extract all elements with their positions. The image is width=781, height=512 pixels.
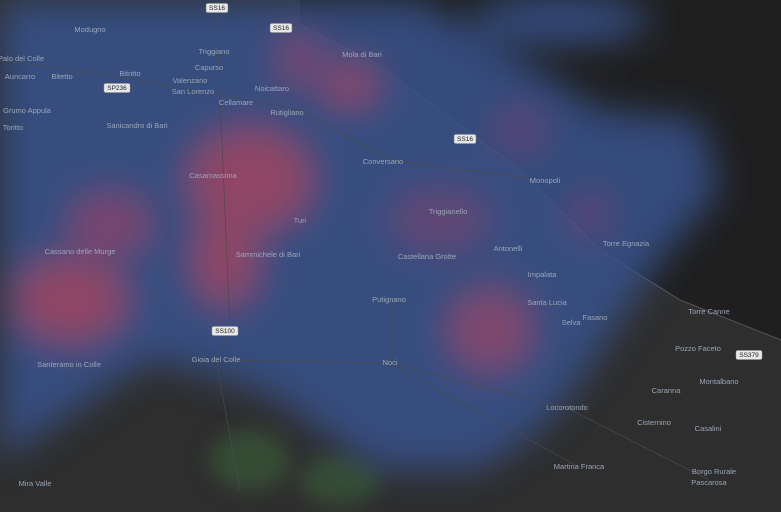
place-label: Pascarosa xyxy=(691,478,727,487)
shield-label: SS379 xyxy=(739,352,759,359)
place-label: Turi xyxy=(294,216,307,225)
place-label: Caranna xyxy=(652,386,682,395)
place-label: Sanicandro di Bari xyxy=(106,121,168,130)
place-label: Borgo Rurale xyxy=(692,467,736,476)
place-label: Santeramo in Colle xyxy=(37,360,101,369)
shield-box xyxy=(453,134,477,144)
shield-box xyxy=(735,350,763,360)
place-label: Modugno xyxy=(74,25,105,34)
place-label: Selva xyxy=(562,318,582,327)
road-shield: SS379 xyxy=(735,350,763,360)
heatmap xyxy=(0,0,720,470)
place-label: Triggiano xyxy=(199,47,230,56)
place-label: Rutigliano xyxy=(270,108,303,117)
shield-label: SP236 xyxy=(107,85,127,92)
place-label: Noci xyxy=(382,358,397,367)
place-label: San Lorenzo xyxy=(172,87,215,96)
place-label: Grumo Appula xyxy=(3,106,52,115)
place-label: Fasano xyxy=(582,313,607,322)
place-label: Sammichele di Bari xyxy=(236,250,301,259)
place-label: Cellamare xyxy=(219,98,253,107)
roads xyxy=(0,0,710,491)
place-label: Triggianello xyxy=(429,207,468,216)
place-label: Martina Franca xyxy=(554,462,605,471)
labels: Modugno Triggiano Palo del Colle Capurso Mol… xyxy=(0,25,739,488)
place-label: Valenzano xyxy=(173,76,208,85)
place-label: Bitritto xyxy=(119,69,140,78)
place-label: Palo del Colle xyxy=(0,54,44,63)
road-shield: SS16 xyxy=(269,23,293,33)
road-shield: SS16 xyxy=(205,3,229,13)
place-label: Santa Lucia xyxy=(527,298,567,307)
shield-label: SS16 xyxy=(209,5,225,12)
place-label: Cassano delle Murge xyxy=(45,247,116,256)
place-label: Locorotondo xyxy=(546,403,588,412)
place-label: Conversano xyxy=(363,157,403,166)
place-label: Antonelli xyxy=(494,244,523,253)
place-label: Impalata xyxy=(528,270,558,279)
shield-label: SS16 xyxy=(457,136,473,143)
place-label: Auncarro xyxy=(5,72,35,81)
shield-box xyxy=(205,3,229,13)
place-label: Capurso xyxy=(195,63,223,72)
shield-box xyxy=(103,83,131,93)
place-label: Torre Egnazia xyxy=(603,239,650,248)
road-shield: SS16 xyxy=(453,134,477,144)
shield-box xyxy=(211,326,239,336)
forest xyxy=(210,430,380,505)
place-label: Putignano xyxy=(372,295,406,304)
shield-label: SS100 xyxy=(215,328,235,335)
shield-label: SS16 xyxy=(273,25,289,32)
place-label: Casalini xyxy=(695,424,722,433)
place-label: Torre Canne xyxy=(688,307,729,316)
road-shield: SP236 xyxy=(103,83,131,93)
road-shield: SS100 xyxy=(211,326,239,336)
road-shields: SS16 SS16 SP236 SS16 SS100 SS379 xyxy=(103,3,763,360)
place-label: Bitetto xyxy=(51,72,72,81)
place-label: Mira Valle xyxy=(19,479,52,488)
place-label: Castellana Grotte xyxy=(398,252,456,261)
place-label: Monopoli xyxy=(530,176,561,185)
place-label: Cisternino xyxy=(637,418,671,427)
place-label: Casamassima xyxy=(189,171,237,180)
place-label: Mola di Bari xyxy=(342,50,382,59)
place-label: Toritto xyxy=(3,123,23,132)
shield-box xyxy=(269,23,293,33)
place-label: Noicattaro xyxy=(255,84,289,93)
place-label: Gioia del Colle xyxy=(192,355,241,364)
place-label: Montalbano xyxy=(699,377,738,386)
place-label: Pozzo Faceto xyxy=(675,344,721,353)
